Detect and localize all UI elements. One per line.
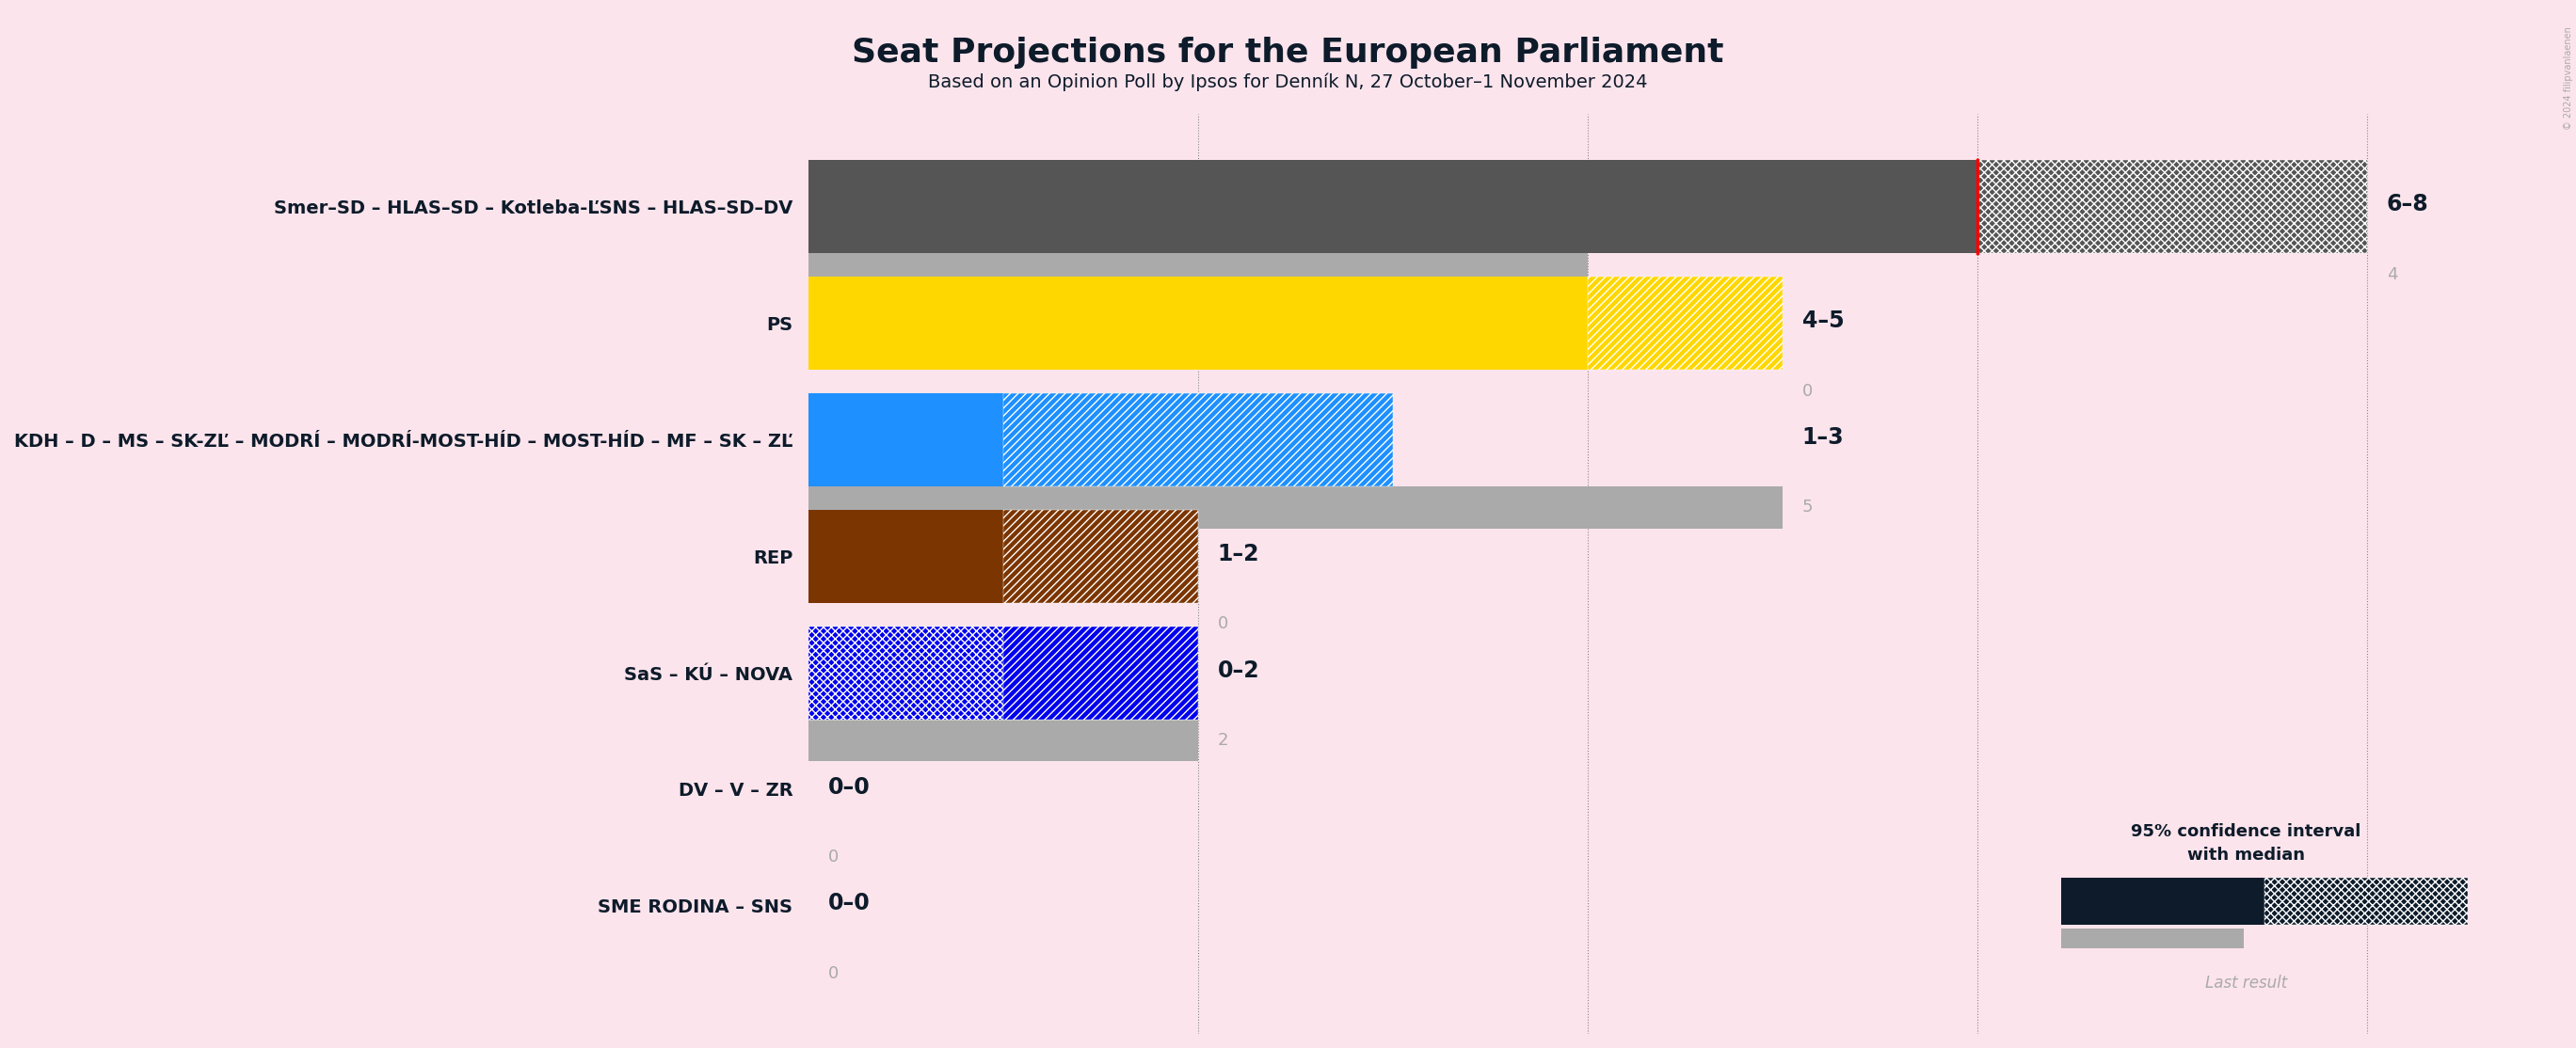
Text: 0–2: 0–2 [1218,659,1260,682]
Text: 6–8: 6–8 [2385,193,2429,216]
Text: 0–0: 0–0 [827,892,871,915]
Text: Based on an Opinion Poll by Ipsos for Denník N, 27 October–1 November 2024: Based on an Opinion Poll by Ipsos for De… [927,73,1649,92]
Bar [809,254,1587,296]
Text: Seat Projections for the European Parliament: Seat Projections for the European Parlia… [853,37,1723,69]
Text: 0–0: 0–0 [827,776,871,799]
Bar [1002,393,1394,486]
Text: 0: 0 [1218,615,1229,632]
Bar [809,160,1978,254]
Bar [809,393,1002,486]
Text: 4: 4 [2385,266,2398,283]
Bar [809,719,1198,761]
Text: 1–3: 1–3 [1803,427,1844,449]
Bar [809,627,1198,719]
Text: 2: 2 [1218,732,1229,749]
Bar [2061,929,2244,948]
Bar [2061,877,2264,924]
Bar [809,277,1587,370]
Text: © 2024 filipvanlaenen: © 2024 filipvanlaenen [2563,26,2573,130]
Text: 0: 0 [827,849,840,866]
Text: 0: 0 [1803,383,1814,399]
Bar [1002,627,1198,719]
Bar [809,509,1002,603]
Text: 4–5: 4–5 [1803,310,1844,332]
Bar [1587,277,1783,370]
Bar [1978,160,2367,254]
Bar [2264,877,2468,924]
Text: Last result: Last result [2205,975,2287,991]
Bar [1002,509,1198,603]
Text: 95% confidence interval
with median: 95% confidence interval with median [2130,824,2362,864]
Bar [809,627,1002,719]
Text: 1–2: 1–2 [1218,543,1260,565]
Text: 0: 0 [827,965,840,982]
Bar [809,486,1783,528]
Text: 5: 5 [1803,499,1814,516]
